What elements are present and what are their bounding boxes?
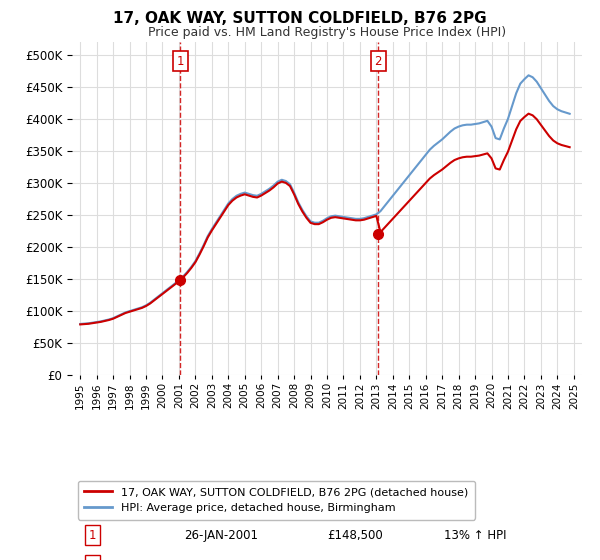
Title: Price paid vs. HM Land Registry's House Price Index (HPI): Price paid vs. HM Land Registry's House … xyxy=(148,26,506,39)
Text: 17, OAK WAY, SUTTON COLDFIELD, B76 2PG: 17, OAK WAY, SUTTON COLDFIELD, B76 2PG xyxy=(113,11,487,26)
Text: 2: 2 xyxy=(374,55,382,68)
Text: 1: 1 xyxy=(89,529,96,542)
Text: 13% ↑ HPI: 13% ↑ HPI xyxy=(444,529,507,542)
Text: 1: 1 xyxy=(176,55,184,68)
Text: 26-JAN-2001: 26-JAN-2001 xyxy=(184,529,258,542)
Text: 2: 2 xyxy=(89,559,96,560)
Text: 14-FEB-2013: 14-FEB-2013 xyxy=(184,559,260,560)
Text: £221,000: £221,000 xyxy=(327,559,383,560)
Text: 11% ↓ HPI: 11% ↓ HPI xyxy=(444,559,507,560)
Legend: 17, OAK WAY, SUTTON COLDFIELD, B76 2PG (detached house), HPI: Average price, det: 17, OAK WAY, SUTTON COLDFIELD, B76 2PG (… xyxy=(77,480,475,520)
Text: £148,500: £148,500 xyxy=(327,529,383,542)
